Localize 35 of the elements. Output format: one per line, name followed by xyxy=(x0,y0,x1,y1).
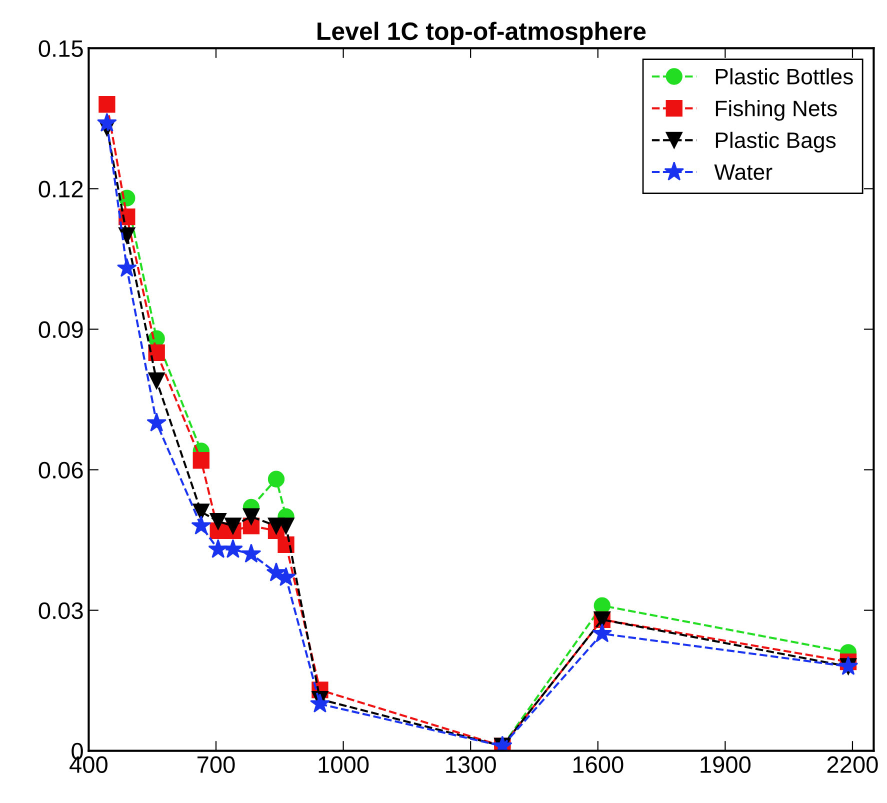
point xyxy=(118,227,136,244)
x-tick-label: 700 xyxy=(198,756,235,774)
legend-label: Fishing Nets xyxy=(716,100,837,121)
y-tick-label: 0.06 xyxy=(38,462,83,479)
x-tick-label: 1000 xyxy=(318,756,369,774)
point xyxy=(208,538,228,558)
point xyxy=(278,518,294,534)
point xyxy=(310,694,330,713)
point xyxy=(210,512,226,530)
chart-title: Level 1C top-of-atmosphere xyxy=(318,22,646,46)
point xyxy=(146,412,167,432)
y-tick-label: 0.09 xyxy=(38,321,83,338)
x-tick-label: 1300 xyxy=(446,756,496,774)
y-tick-label: 0.03 xyxy=(38,602,83,620)
point xyxy=(98,96,116,113)
legend-label: Water xyxy=(714,164,772,180)
point xyxy=(223,538,243,558)
point xyxy=(592,623,612,642)
point xyxy=(242,508,260,525)
x-tick-label: 1900 xyxy=(700,756,751,774)
point xyxy=(224,518,242,534)
point xyxy=(192,452,210,469)
point xyxy=(97,112,117,132)
legend-label: Plastic Bags xyxy=(716,132,836,153)
y-tick-label: 0.15 xyxy=(38,40,83,57)
x-tick-label: 1600 xyxy=(573,756,624,774)
point xyxy=(116,258,137,277)
point xyxy=(191,516,212,535)
y-tick-label: 0.12 xyxy=(38,180,83,198)
x-tick-label: 2200 xyxy=(827,756,878,774)
point xyxy=(268,470,285,488)
point xyxy=(241,544,262,563)
legend-label: Plastic Bottles xyxy=(716,68,853,85)
point xyxy=(148,372,165,390)
point xyxy=(192,504,210,520)
